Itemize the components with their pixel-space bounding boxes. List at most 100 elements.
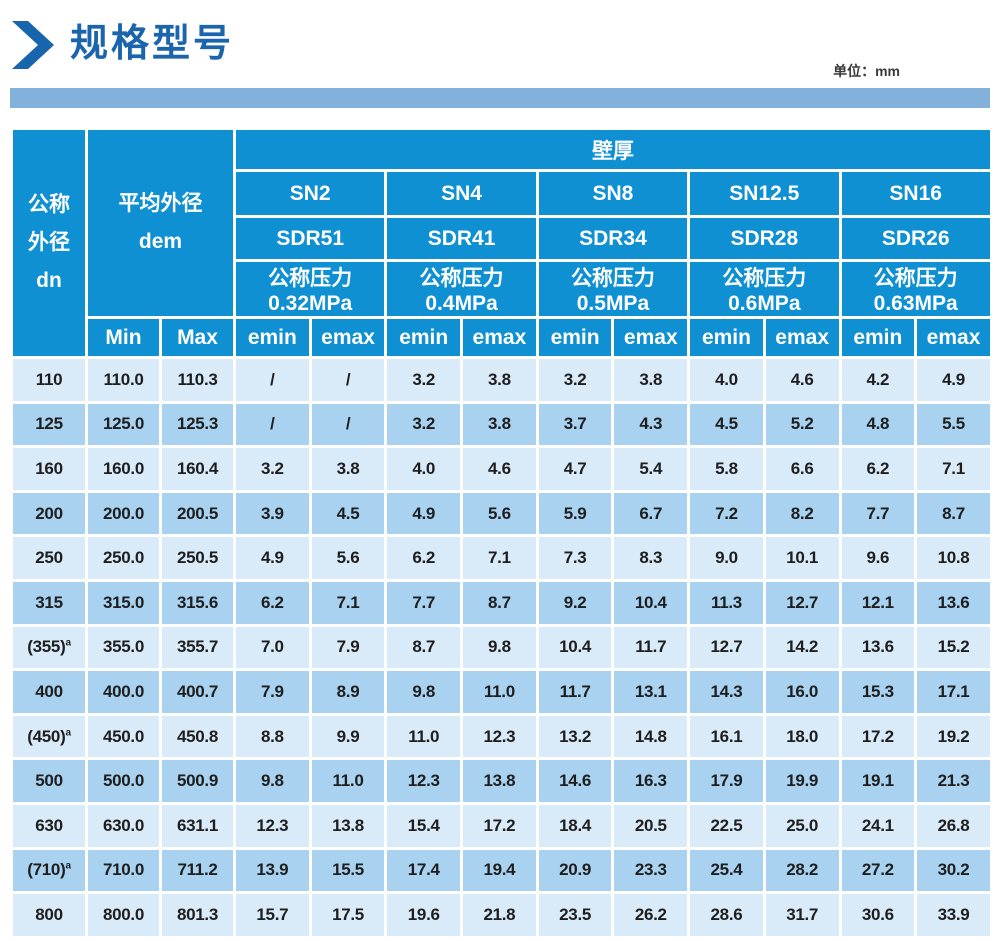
table-cell: 23.3 (611, 846, 691, 895)
table-cell: 12.3 (384, 757, 464, 805)
table-cell: 3.8 (460, 400, 539, 449)
table-cell: 710.0 (85, 846, 162, 895)
table-cell: 4.9 (914, 356, 993, 404)
table-cell: 19.9 (762, 757, 842, 805)
table-cell: 400.7 (159, 668, 236, 716)
cell-dn: 630 (10, 801, 88, 850)
table-cell: 5.9 (535, 489, 615, 538)
table-cell: 4.9 (233, 534, 312, 582)
table-cell: 7.1 (460, 534, 539, 582)
table-cell: 10.4 (611, 578, 691, 627)
header-row-wall: 公称 外径 dn 平均外径 dem 壁厚 (10, 127, 993, 359)
table-row: 110 110.0 110.3//3.2 3.8 3.2 3.8 4.0 4.6 4.2 4.9 (10, 356, 993, 404)
table-cell: 9.8 (460, 623, 539, 672)
table-cell: 400.0 (85, 668, 162, 716)
table-cell: 12.7 (687, 623, 766, 672)
header-pressure-sn12-5: 公称压力0.6MPa (687, 259, 842, 319)
table-cell: 20.9 (535, 846, 615, 895)
table-cell: 3.8 (460, 356, 539, 404)
table-cell: 31.7 (762, 891, 842, 939)
table-cell: 26.8 (914, 801, 993, 850)
cell-dn: 500 (10, 757, 88, 805)
table-cell: 11.3 (687, 578, 766, 627)
table-cell: 500.0 (85, 757, 162, 805)
header-pressure-sn8: 公称压力0.5MPa (535, 259, 691, 319)
table-cell: 12.3 (233, 801, 312, 850)
table-cell: 6.6 (762, 445, 842, 493)
table-cell: 125.3 (159, 400, 236, 449)
table-cell: 15.2 (914, 623, 993, 672)
table-cell: 7.3 (535, 534, 615, 582)
table-cell: / (308, 400, 388, 449)
table-cell: 15.7 (233, 891, 312, 939)
spec-table-body: 110 110.0 110.3//3.2 3.8 3.2 3.8 4.0 4.6 4.2 4.9 1… (10, 356, 993, 939)
table-cell: 10.1 (762, 534, 842, 582)
table-cell: 4.7 (535, 445, 615, 493)
table-cell: 500.9 (159, 757, 236, 805)
table-cell: 27.2 (838, 846, 918, 895)
table-cell: 19.1 (838, 757, 918, 805)
table-cell: 3.9 (233, 489, 312, 538)
header-sdr28: SDR28 (687, 215, 842, 262)
cell-dn: 125 (10, 400, 88, 449)
table-cell: 450.0 (85, 712, 162, 761)
table-cell: 26.2 (611, 891, 691, 939)
table-cell: 4.6 (460, 445, 539, 493)
table-cell: 25.0 (762, 801, 842, 850)
table-cell: 10.8 (914, 534, 993, 582)
header-pressure-sn2: 公称压力0.32MPa (232, 259, 388, 319)
header-pressure-sn4: 公称压力0.4MPa (384, 259, 539, 319)
table-cell: 11.7 (611, 623, 691, 672)
table-cell: 14.2 (762, 623, 842, 672)
table-cell: 7.9 (308, 623, 388, 672)
table-cell: 8.7 (460, 578, 539, 627)
table-cell: 15.5 (308, 846, 388, 895)
table-cell: 30.2 (914, 846, 993, 895)
table-cell: 355.7 (159, 623, 236, 672)
table-cell: 355.0 (85, 623, 162, 672)
table-cell: 9.0 (687, 534, 766, 582)
table-cell: 12.3 (460, 712, 539, 761)
header-sn8: SN8 (535, 169, 691, 218)
table-cell: 4.6 (762, 356, 842, 404)
table-cell: 17.1 (914, 668, 993, 716)
table-cell: 800.0 (85, 891, 162, 939)
table-cell: 125.0 (85, 400, 162, 449)
table-cell: 14.3 (687, 668, 766, 716)
table-cell: 110.0 (85, 356, 162, 404)
header-min: Min (85, 316, 162, 359)
table-cell: 3.8 (308, 445, 388, 493)
table-cell: 7.7 (384, 578, 464, 627)
table-cell: 22.5 (687, 801, 766, 850)
table-cell: 13.6 (914, 578, 993, 627)
table-cell: / (233, 356, 312, 404)
table-row: 200 200.0 200.5 3.9 4.5 4.9 5.6 5.9 6.7 7.2 8.2 7.7… (10, 489, 993, 538)
header-emin: emin (535, 316, 615, 359)
cell-dn: 110 (10, 356, 88, 404)
table-row: 800 800.0 801.3 15.7 17.5 19.6 21.8 23.5 26.2 28.… (10, 891, 993, 939)
table-cell: 19.2 (914, 712, 993, 761)
dn-superscript: a (65, 726, 71, 738)
table-cell: 17.9 (687, 757, 766, 805)
table-cell: 7.1 (914, 445, 993, 493)
table-cell: 4.8 (838, 400, 918, 449)
header-dn-line1: 公称 (28, 193, 70, 217)
header-dn-line3: dn (36, 268, 62, 292)
table-cell: 4.2 (838, 356, 918, 404)
table-cell: 21.8 (460, 891, 539, 939)
table-cell: 28.6 (687, 891, 766, 939)
table-cell: 3.7 (535, 400, 615, 449)
header-emin: emin (838, 316, 918, 359)
cell-dn: (450)a (10, 712, 88, 761)
dn-superscript: a (65, 860, 71, 872)
header-dn-line2: 外径 (28, 231, 70, 255)
header-sdr26: SDR26 (838, 215, 993, 262)
table-cell: 33.9 (914, 891, 993, 939)
header-dem-line1: 平均外径 (118, 192, 203, 216)
header-sn2: SN2 (232, 169, 388, 218)
header-row-subcols: Min Max emin emax emin emax emin emax em… (12, 316, 993, 359)
table-cell: 7.0 (233, 623, 312, 672)
table-cell: 9.2 (535, 578, 615, 627)
table-cell: 5.4 (611, 445, 691, 493)
cell-dn: 200 (10, 489, 88, 538)
